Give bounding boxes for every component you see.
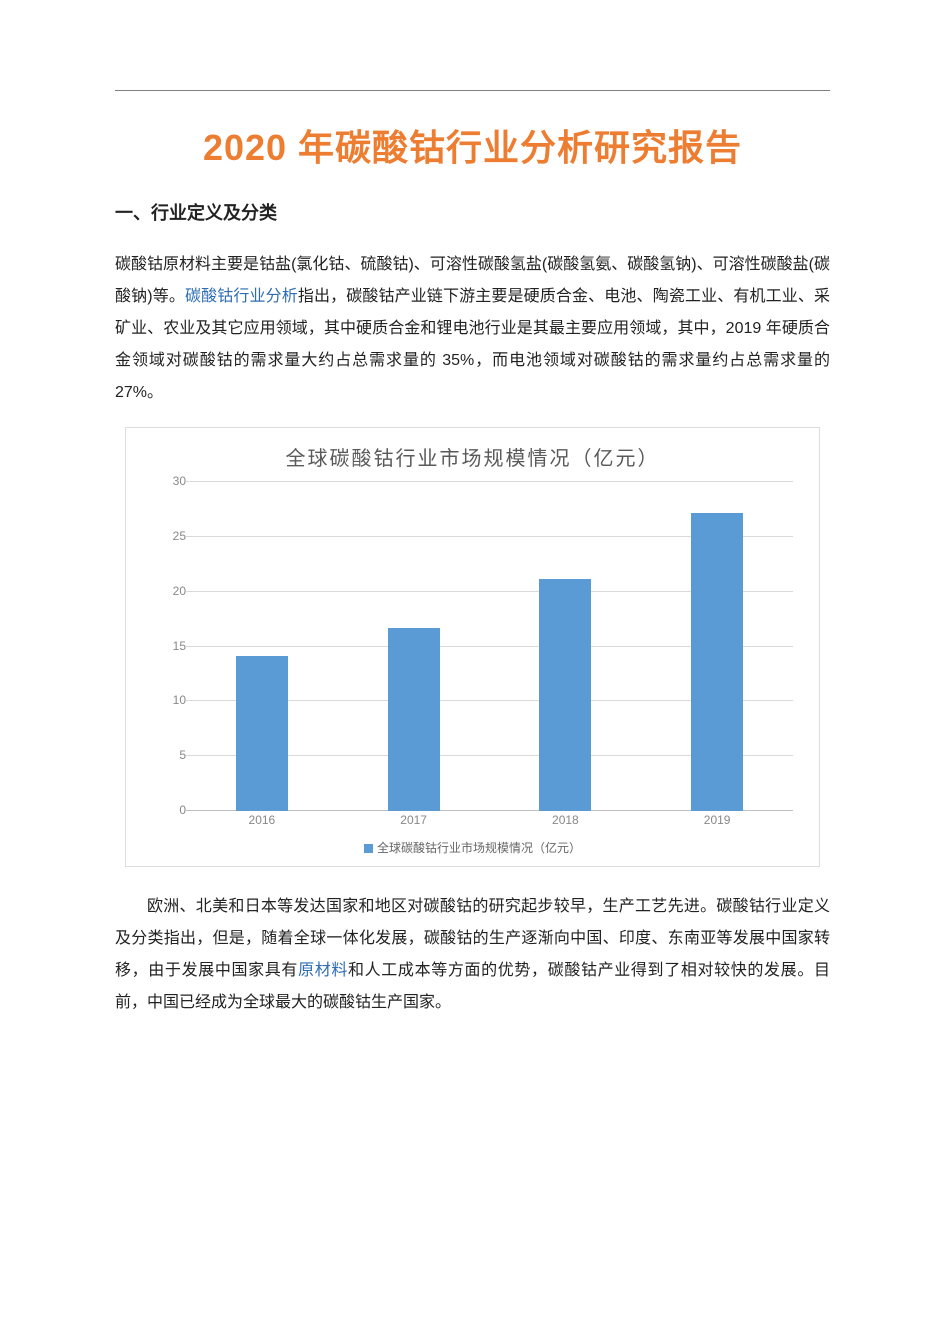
y-axis-label: 15 [158, 639, 186, 653]
x-axis-label: 2017 [347, 813, 481, 831]
y-axis-label: 30 [158, 474, 186, 488]
chart-container: 全球碳酸钴行业市场规模情况（亿元） 051015202530 201620172… [125, 427, 820, 867]
paragraph-2: 欧洲、北美和日本等发达国家和地区对碳酸钴的研究起步较早，生产工艺先进。碳酸钴行业… [115, 891, 830, 1019]
chart-bars [186, 481, 793, 811]
bar [236, 656, 288, 811]
x-axis-label: 2016 [195, 813, 329, 831]
bar-slot [347, 481, 481, 811]
y-axis-label: 5 [158, 748, 186, 762]
bar-slot [499, 481, 633, 811]
document-page: 2020 年碳酸钴行业分析研究报告 一、行业定义及分类 碳酸钴原材料主要是钴盐(… [0, 0, 945, 1097]
document-title: 2020 年碳酸钴行业分析研究报告 [115, 119, 830, 171]
y-axis-label: 10 [158, 693, 186, 707]
legend-label: 全球碳酸钴行业市场规模情况（亿元） [377, 841, 581, 855]
y-axis-label: 0 [158, 803, 186, 817]
bar [691, 513, 743, 811]
x-axis-label: 2019 [650, 813, 784, 831]
analysis-link[interactable]: 碳酸钴行业分析 [185, 288, 298, 305]
section-heading: 一、行业定义及分类 [115, 199, 830, 225]
raw-material-link[interactable]: 原材料 [298, 962, 348, 979]
bar [388, 628, 440, 811]
chart-plot-area: 051015202530 2016201720182019 [174, 481, 793, 831]
y-axis-label: 25 [158, 529, 186, 543]
chart-title: 全球碳酸钴行业市场规模情况（亿元） [144, 442, 801, 471]
bar-slot [650, 481, 784, 811]
x-axis-label: 2018 [499, 813, 633, 831]
bar [539, 579, 591, 811]
bar-slot [195, 481, 329, 811]
legend-swatch-icon [364, 844, 373, 853]
chart-x-labels: 2016 2017 2018 2019 [186, 813, 793, 831]
y-axis-label: 20 [158, 584, 186, 598]
paragraph-1: 碳酸钴原材料主要是钴盐(氯化钴、硫酸钴)、可溶性碳酸氢盐(碳酸氢氨、碳酸氢钠)、… [115, 249, 830, 409]
chart-legend: 全球碳酸钴行业市场规模情况（亿元） [144, 839, 801, 856]
top-rule [115, 90, 830, 91]
